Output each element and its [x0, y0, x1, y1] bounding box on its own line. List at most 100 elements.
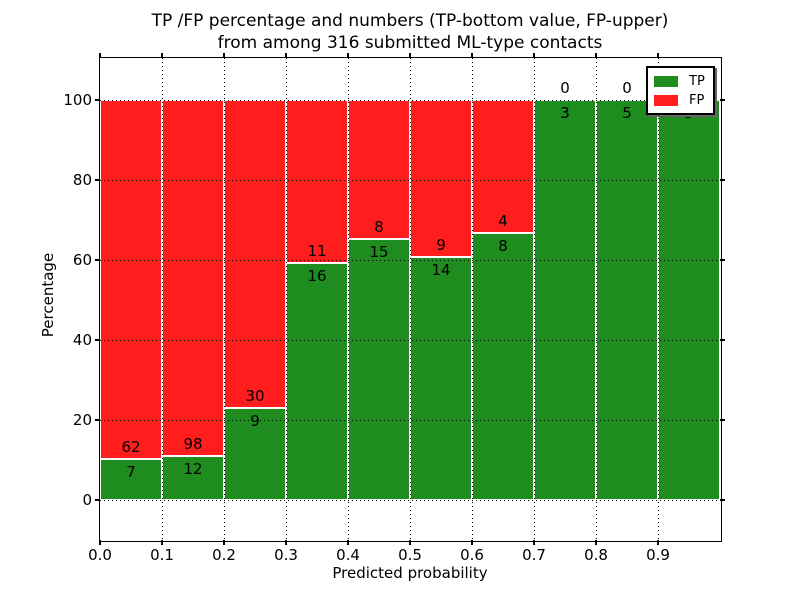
y-tick-label: 100 [63, 91, 92, 109]
gridline-horizontal [100, 259, 720, 261]
bar-segment-tp [162, 456, 224, 500]
bar-segment-fp [410, 100, 472, 257]
x-tick-label: 0.5 [398, 546, 422, 564]
x-tick-mark [285, 540, 287, 545]
x-tick-mark [533, 540, 535, 545]
x-tick-mark-top [99, 53, 101, 58]
bar-label-fp: 30 [245, 386, 265, 405]
bar-label-tp: 14 [431, 260, 451, 279]
x-tick-mark [99, 540, 101, 545]
y-tick-mark-right [720, 419, 725, 421]
bar-label-fp: 4 [498, 212, 508, 231]
figure-title-line2: from among 316 submitted ML-type contact… [217, 33, 603, 53]
bar-segment-tp [472, 233, 534, 500]
legend-swatch-fp [654, 94, 678, 106]
gridline-horizontal [100, 419, 720, 421]
gridline-horizontal [100, 339, 720, 341]
x-tick-label: 0.2 [212, 546, 236, 564]
legend-swatch-tp [654, 75, 678, 87]
x-tick-label: 0.3 [274, 546, 298, 564]
y-tick-mark [95, 179, 100, 181]
x-tick-label: 0.8 [584, 546, 608, 564]
bar-label-fp: 9 [436, 235, 446, 254]
bar-segment-fp [100, 100, 162, 460]
y-tick-label: 80 [72, 171, 92, 189]
gridline-horizontal [100, 99, 720, 101]
x-tick-label: 0.7 [522, 546, 546, 564]
gridline-vertical [409, 58, 411, 540]
bar-segment-fp [162, 100, 224, 457]
x-tick-mark-top [595, 53, 597, 58]
bar-segment-tp [658, 100, 720, 500]
y-tick-mark [95, 99, 100, 101]
y-tick-mark [95, 419, 100, 421]
x-tick-mark-top [657, 53, 659, 58]
x-tick-mark [409, 540, 411, 545]
bar-segment-fp [472, 100, 534, 234]
x-tick-label: 0.6 [460, 546, 484, 564]
bar-segment-fp [224, 100, 286, 408]
bar-label-tp: 12 [183, 460, 203, 479]
y-tick-mark [95, 499, 100, 501]
bar-segment-fp [348, 100, 410, 240]
bar-segment-fp [286, 100, 348, 263]
x-tick-label: 0.9 [646, 546, 670, 564]
bar-label-fp: 98 [183, 435, 203, 454]
bar-label-fp: 0 [560, 79, 570, 97]
x-axis-label: Predicted probability [332, 564, 488, 582]
gridline-horizontal [100, 499, 720, 501]
x-tick-label: 0.0 [88, 546, 112, 564]
legend-label-tp: TP [689, 73, 705, 89]
y-axis-label: Percentage [39, 252, 57, 338]
legend-label-fp: FP [689, 92, 705, 108]
gridline-vertical [347, 58, 349, 540]
y-tick-mark-right [720, 499, 725, 501]
legend: TP FP [646, 66, 715, 115]
x-tick-mark [347, 540, 349, 545]
x-tick-mark [223, 540, 225, 545]
x-tick-label: 0.1 [150, 546, 174, 564]
gridline-vertical [533, 58, 535, 540]
x-tick-mark [657, 540, 659, 545]
y-tick-mark [95, 259, 100, 261]
bar-label-tp: 7 [126, 463, 136, 482]
bar-segment-tp [410, 256, 472, 500]
gridline-vertical [223, 58, 225, 540]
gridline-vertical [657, 58, 659, 540]
x-tick-mark-top [533, 53, 535, 58]
x-tick-mark-top [347, 53, 349, 58]
y-tick-label: 20 [72, 411, 92, 429]
gridline-horizontal [100, 179, 720, 181]
y-tick-mark-right [720, 259, 725, 261]
bar-segment-tp [348, 239, 410, 500]
bar-segment-tp [596, 100, 658, 500]
bar-label-tp: 15 [369, 243, 389, 262]
gridline-vertical [161, 58, 163, 540]
x-tick-mark-top [285, 53, 287, 58]
x-tick-mark [595, 540, 597, 545]
bar-label-tp: 9 [250, 411, 260, 430]
gridline-vertical [471, 58, 473, 540]
y-tick-label: 40 [72, 331, 92, 349]
plot-area: 6279812309111681591448030505 [98, 56, 722, 542]
legend-item-tp: TP [654, 74, 707, 89]
y-tick-label: 0 [82, 491, 92, 509]
x-tick-label: 0.4 [336, 546, 360, 564]
bar-label-fp: 62 [121, 438, 141, 457]
y-tick-mark-right [720, 179, 725, 181]
y-tick-mark-right [720, 339, 725, 341]
x-tick-mark-top [409, 53, 411, 58]
bar-label-fp: 11 [307, 241, 327, 260]
x-tick-mark-top [471, 53, 473, 58]
x-tick-mark [471, 540, 473, 545]
x-tick-mark [161, 540, 163, 545]
y-tick-label: 60 [72, 251, 92, 269]
legend-item-fp: FP [654, 93, 707, 108]
bar-segment-tp [100, 459, 162, 500]
bar-segment-tp [286, 262, 348, 500]
y-tick-mark [95, 339, 100, 341]
bar-segment-tp [534, 100, 596, 500]
x-tick-mark-top [223, 53, 225, 58]
bar-label-tp: 8 [498, 237, 508, 256]
